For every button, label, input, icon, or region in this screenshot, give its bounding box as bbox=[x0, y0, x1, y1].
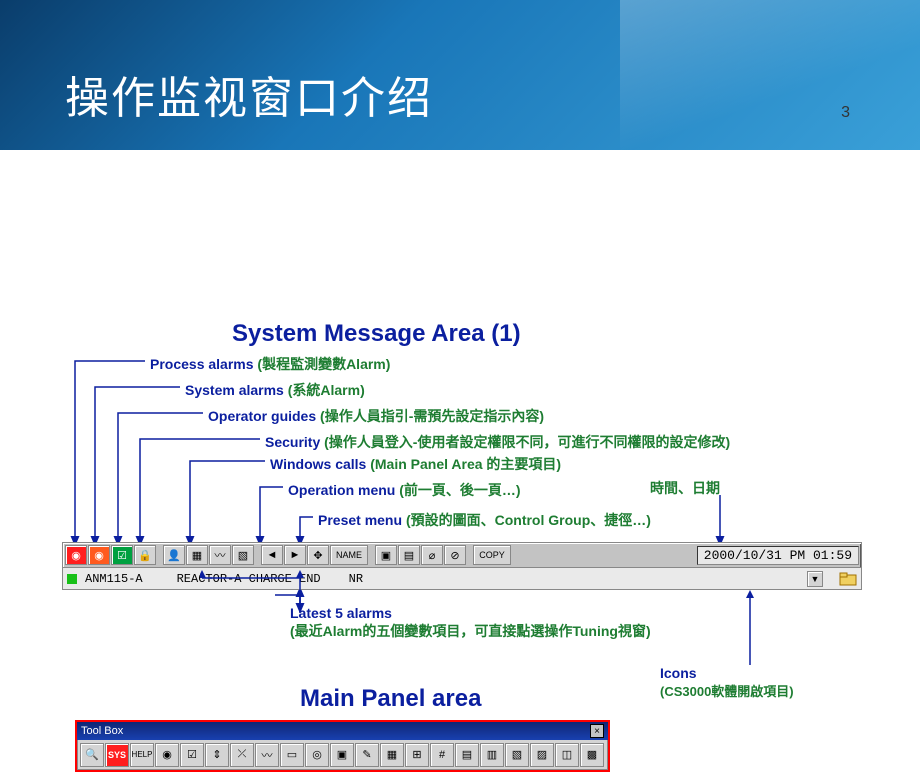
toolbox-btn-20[interactable]: ◫ bbox=[555, 743, 579, 767]
label-en: Operator guides bbox=[208, 408, 320, 424]
toolbox-btn-17[interactable]: ▥ bbox=[480, 743, 504, 767]
preset-button-4[interactable]: ⊘ bbox=[444, 545, 466, 565]
toolbox-title: Tool Box bbox=[81, 725, 123, 737]
window-call-button-2[interactable]: ▦ bbox=[186, 545, 208, 565]
clock-display: 2000/10/31 PM 01:59 bbox=[697, 546, 859, 565]
label-preset-menu: Preset menu (預設的圖面、Control Group、捷徑…) bbox=[318, 510, 651, 530]
toolbox-btn-5[interactable]: ☑ bbox=[180, 743, 204, 767]
close-icon[interactable]: × bbox=[590, 724, 604, 738]
preset-button-1[interactable]: ▣ bbox=[375, 545, 397, 565]
toolbox-btn-11[interactable]: ▣ bbox=[330, 743, 354, 767]
latest-alarms-desc: (最近Alarm的五個變數項目，可直接點選操作Tuning視窗) bbox=[290, 621, 651, 641]
label-zh: (製程監測變數Alarm) bbox=[257, 356, 390, 372]
toolbar-row-buttons: ◉ ◉ ☑ 🔒 👤 ▦ 〰 ▧ ◄ ► ✥ NAME ▣ ▤ ⌀ ⊘ COPY … bbox=[63, 543, 861, 567]
label-zh: (前一頁、後一頁…) bbox=[399, 482, 520, 498]
window-call-button-1[interactable]: 👤 bbox=[163, 545, 185, 565]
alarm-status-dot bbox=[67, 574, 77, 584]
label-operation-menu: Operation menu (前一頁、後一頁…) bbox=[288, 480, 521, 500]
icons-desc: (CS3000軟體開啟項目) bbox=[660, 681, 794, 700]
label-en: System alarms bbox=[185, 382, 288, 398]
toolbox-btn-16[interactable]: ▤ bbox=[455, 743, 479, 767]
copy-button[interactable]: COPY bbox=[473, 545, 511, 565]
system-alarm-button[interactable]: ◉ bbox=[88, 545, 110, 565]
toolbox-titlebar[interactable]: Tool Box × bbox=[77, 722, 608, 740]
preset-button-3[interactable]: ⌀ bbox=[421, 545, 443, 565]
toolbox-btn-18[interactable]: ▧ bbox=[505, 743, 529, 767]
label-zh: (操作人員指引-需預先設定指示內容) bbox=[320, 408, 544, 424]
label-windows-calls: Windows calls (Main Panel Area 的主要項目) bbox=[270, 454, 561, 474]
label-zh: 時間、日期 bbox=[650, 480, 720, 496]
nav-next-button[interactable]: ► bbox=[284, 545, 306, 565]
label-en: Process alarms bbox=[150, 356, 257, 372]
alarm-dropdown-button[interactable]: ▼ bbox=[807, 571, 823, 587]
window-call-button-4[interactable]: ▧ bbox=[232, 545, 254, 565]
label-zh: (預設的圖面、Control Group、捷徑…) bbox=[406, 512, 651, 528]
label-datetime: 時間、日期 bbox=[650, 478, 720, 498]
icons-arrow bbox=[690, 590, 770, 670]
process-alarm-button[interactable]: ◉ bbox=[65, 545, 87, 565]
icons-caption: Icons (CS3000軟體開啟項目) bbox=[660, 665, 794, 700]
toolbox-btn-19[interactable]: ▨ bbox=[530, 743, 554, 767]
system-toolbar: ◉ ◉ ☑ 🔒 👤 ▦ 〰 ▧ ◄ ► ✥ NAME ▣ ▤ ⌀ ⊘ COPY … bbox=[62, 542, 862, 590]
toolbox-btn-8[interactable]: 〰 bbox=[255, 743, 279, 767]
latest-alarms-title: Latest 5 alarms bbox=[290, 605, 651, 621]
folder-icon[interactable] bbox=[839, 572, 857, 586]
alarm-tag: ANM115-A bbox=[85, 572, 143, 586]
toolbox-btn-21[interactable]: ▩ bbox=[580, 743, 604, 767]
nav-prev-button[interactable]: ◄ bbox=[261, 545, 283, 565]
label-zh: (系統Alarm) bbox=[288, 382, 365, 398]
toolbox-btn-10[interactable]: ◎ bbox=[305, 743, 329, 767]
toolbox-btn-13[interactable]: ▦ bbox=[380, 743, 404, 767]
icons-title: Icons bbox=[660, 665, 794, 681]
latest-alarms-caption: Latest 5 alarms (最近Alarm的五個變數項目，可直接點選操作T… bbox=[290, 605, 651, 641]
system-message-title: System Message Area (1) bbox=[232, 320, 521, 348]
window-call-button-3[interactable]: 〰 bbox=[209, 545, 231, 565]
label-process-alarms: Process alarms (製程監測變數Alarm) bbox=[150, 354, 390, 374]
label-en: Security bbox=[265, 434, 324, 450]
label-system-alarms: System alarms (系統Alarm) bbox=[185, 380, 365, 400]
nav-move-button[interactable]: ✥ bbox=[307, 545, 329, 565]
toolbox-help-button[interactable]: HELP bbox=[130, 743, 154, 767]
preset-button-2[interactable]: ▤ bbox=[398, 545, 420, 565]
toolbar-row-alarm: ANM115-A REACTOR-A CHARGE END NR ▼ bbox=[63, 567, 861, 589]
alarm-status: NR bbox=[349, 572, 363, 586]
toolbox-alarm-icon[interactable]: ◉ bbox=[155, 743, 179, 767]
label-zh: (Main Panel Area 的主要項目) bbox=[370, 456, 561, 472]
toolbox-btn-7[interactable]: ⤫ bbox=[230, 743, 254, 767]
page-number: 3 bbox=[841, 104, 850, 122]
toolbox-btn-9[interactable]: ▭ bbox=[280, 743, 304, 767]
label-security: Security (操作人員登入-使用者設定權限不同，可進行不同權限的設定修改) bbox=[265, 432, 730, 452]
operator-guide-button[interactable]: ☑ bbox=[111, 545, 133, 565]
name-button[interactable]: NAME bbox=[330, 545, 368, 565]
toolbox-btn-6[interactable]: ⇕ bbox=[205, 743, 229, 767]
toolbox-window: Tool Box × 🔍 SYS HELP ◉ ☑ ⇕ ⤫ 〰 ▭ ◎ ▣ ✎ … bbox=[75, 720, 610, 772]
label-en: Operation menu bbox=[288, 482, 399, 498]
slide-title: 操作监视窗口介绍 bbox=[65, 62, 433, 126]
toolbox-btn-15[interactable]: # bbox=[430, 743, 454, 767]
toolbox-btn-14[interactable]: ⊞ bbox=[405, 743, 429, 767]
security-button[interactable]: 🔒 bbox=[134, 545, 156, 565]
label-en: Preset menu bbox=[318, 512, 406, 528]
toolbox-body: 🔍 SYS HELP ◉ ☑ ⇕ ⤫ 〰 ▭ ◎ ▣ ✎ ▦ ⊞ # ▤ ▥ ▧… bbox=[77, 740, 608, 770]
toolbox-zoom-button[interactable]: 🔍 bbox=[80, 743, 104, 767]
toolbox-sys-button[interactable]: SYS bbox=[105, 743, 129, 767]
toolbox-btn-12[interactable]: ✎ bbox=[355, 743, 379, 767]
label-operator-guides: Operator guides (操作人員指引-需預先設定指示內容) bbox=[208, 406, 544, 426]
label-zh: (操作人員登入-使用者設定權限不同，可進行不同權限的設定修改) bbox=[324, 434, 730, 450]
slide-header: 操作监视窗口介绍 bbox=[0, 0, 920, 150]
main-panel-title: Main Panel area bbox=[300, 685, 481, 713]
label-en: Windows calls bbox=[270, 456, 370, 472]
